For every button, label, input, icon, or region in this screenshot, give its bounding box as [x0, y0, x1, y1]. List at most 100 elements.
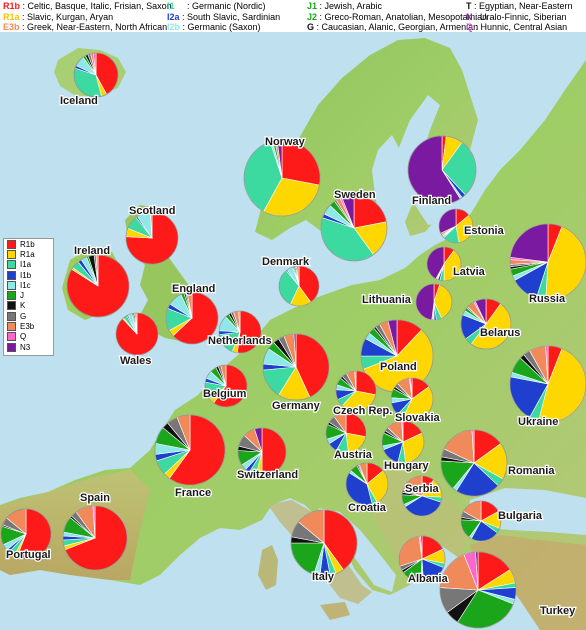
pie-outline [325, 412, 367, 454]
legend-sep: : [179, 11, 188, 22]
pie-england [165, 291, 219, 345]
label-russia: Russia [529, 293, 566, 305]
key-swatch [7, 270, 16, 280]
pie-portugal [0, 508, 52, 560]
label-iceland: Iceland [60, 95, 98, 107]
legend-sep: : [314, 22, 322, 32]
pie-sweden [320, 194, 388, 262]
label-italy: Italy [312, 571, 335, 583]
pie-outline [381, 420, 425, 464]
pie-albania [398, 535, 446, 583]
key-row-q: Q [4, 332, 53, 342]
pie-outline [154, 414, 226, 486]
key-label: R1b [20, 239, 35, 249]
pie-finland [407, 135, 477, 205]
legend-code: E3b [3, 22, 20, 32]
legend-sep: : [20, 1, 28, 11]
label-turkey: Turkey [540, 605, 576, 617]
legend-col-2: I1 : Germanic (Nordic) I2a : South Slavi… [167, 1, 280, 33]
legend-code: I1 [167, 1, 175, 11]
label-latvia: Latvia [453, 266, 486, 278]
legend-desc: Germanic (Nordic) [192, 1, 266, 11]
label-estonia: Estonia [464, 225, 505, 237]
pie-turkey [439, 551, 517, 629]
pie-norway [243, 139, 321, 217]
label-scotland: Scotland [129, 205, 175, 217]
pie-outline [262, 333, 330, 401]
legend-desc: Caucasian, Alanic, Georgian, Armenian [321, 22, 479, 32]
label-ukraine: Ukraine [518, 416, 558, 428]
pie-outline [460, 500, 502, 542]
label-switzerland: Switzerland [237, 469, 298, 481]
key-label: K [20, 301, 26, 311]
key-label: I1b [20, 270, 32, 280]
pie-belgium [204, 364, 248, 408]
key-label: G [20, 311, 27, 321]
pie-austria [325, 412, 367, 454]
legend-entry: J1 : Jewish, Arabic [307, 1, 487, 12]
pie-denmark [278, 265, 320, 307]
label-albania: Albania [408, 573, 449, 585]
label-hungary: Hungary [384, 460, 430, 472]
legend-desc: Egyptian, Near-Eastern [479, 1, 573, 11]
legend-entry: Q : Hunnic, Central Asian [466, 22, 573, 33]
legend-entry: I1 : Germanic (Nordic) [167, 1, 280, 12]
key-swatch [7, 332, 16, 342]
legend-sep: : [472, 11, 481, 22]
pie-outline [407, 135, 477, 205]
pie-outline [509, 345, 586, 423]
key-swatch [7, 260, 16, 270]
legend-desc: Celtic, Basque, Italic, Frisian, Saxon [27, 1, 172, 11]
pie-spain [62, 505, 128, 571]
pie-czech-rep [335, 370, 377, 412]
label-belarus: Belarus [480, 327, 520, 339]
label-germany: Germany [272, 400, 321, 412]
pie-outline [440, 429, 508, 497]
pie-ireland [66, 254, 130, 318]
pie-outline [73, 52, 119, 98]
legend-sep: : [317, 11, 325, 22]
pie-outline [320, 194, 388, 262]
legend-desc: Hunnic, Central Asian [480, 22, 568, 32]
key-label: N3 [20, 342, 31, 352]
legend-code: G [307, 22, 315, 32]
key-swatch [7, 311, 16, 321]
pie-iceland [73, 52, 119, 98]
haplogroup-color-key: R1b R1a I1a I1b I1c J K G E3b Q N3 [3, 238, 54, 356]
key-label: E3b [20, 322, 35, 332]
key-swatch [7, 301, 16, 311]
land-sardinia [258, 545, 278, 590]
label-portugal: Portugal [6, 549, 51, 561]
pie-outline [278, 265, 320, 307]
legend-code: J1 [307, 1, 318, 11]
legend-sep: : [471, 1, 480, 11]
legend-entry: I2a : South Slavic, Sardinian [167, 12, 280, 23]
legend-code: R1a [3, 11, 20, 22]
pie-serbia [401, 475, 443, 517]
pie-poland [360, 319, 434, 393]
pie-germany [262, 333, 330, 401]
legend-desc: Slavic, Kurgan, Aryan [27, 11, 114, 22]
key-row-r1a: R1a [4, 249, 53, 259]
legend-sep: : [19, 22, 28, 32]
pie-outline [243, 139, 321, 217]
label-denmark: Denmark [262, 256, 310, 268]
pie-ukraine [509, 345, 586, 423]
legend-desc: Jewish, Arabic [324, 1, 383, 11]
label-serbia: Serbia [405, 483, 440, 495]
key-swatch [7, 322, 16, 332]
legend-entry: N : Uralo-Finnic, Siberian [466, 12, 573, 23]
mediterranean [150, 540, 340, 630]
pie-outline [401, 475, 443, 517]
label-wales: Wales [120, 355, 151, 367]
key-row-i1b: I1b [4, 270, 53, 280]
label-norway: Norway [265, 136, 306, 148]
label-bulgaria: Bulgaria [498, 510, 543, 522]
land-sicily [320, 602, 350, 620]
gulf-of-bothnia [398, 95, 465, 225]
label-spain: Spain [80, 492, 110, 504]
label-england: England [172, 283, 215, 295]
key-label: J [20, 291, 24, 301]
legend-entry: G : Caucasian, Alanic, Georgian, Armenia… [307, 22, 487, 33]
legend-code: I2b [167, 22, 181, 32]
